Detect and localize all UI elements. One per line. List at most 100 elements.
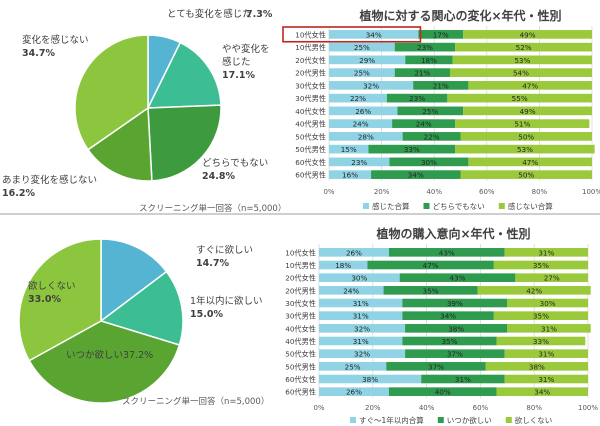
legend-swatch — [505, 417, 512, 423]
data-label: 22% — [350, 94, 366, 103]
bar-segment — [493, 260, 588, 270]
data-label: 49% — [520, 107, 536, 116]
pie-label: 変化を感じない — [22, 34, 89, 46]
bar-segment — [477, 286, 591, 295]
legend-swatch — [350, 417, 356, 423]
legend-label: 欲しくない — [515, 415, 553, 425]
bar-segment — [329, 106, 398, 116]
data-label: 35% — [441, 337, 457, 346]
data-label: 24% — [353, 120, 369, 129]
data-label: 34% — [440, 312, 456, 321]
bar-segment — [319, 374, 422, 384]
bar-segment — [421, 374, 505, 384]
chart-note: スクリーニング単一回答（n=5,000） — [139, 203, 286, 214]
legend-label: どちらでもない — [433, 202, 485, 211]
x-tick-label: 0% — [313, 404, 324, 412]
data-label: 18% — [421, 56, 437, 65]
data-label: 25% — [354, 43, 370, 52]
data-label: 22% — [424, 132, 440, 141]
pie-value-label: 14.7% — [196, 258, 229, 269]
data-label: 38% — [362, 375, 378, 384]
bar-segment — [319, 286, 384, 295]
y-category-label: 60代女性 — [285, 375, 316, 384]
data-label: 33% — [404, 145, 420, 154]
data-label: 18% — [335, 261, 351, 270]
bar-segment — [402, 132, 461, 141]
y-category-label: 40代男性 — [285, 337, 316, 346]
y-category-label: 20代女性 — [285, 274, 316, 283]
bar-segment — [413, 81, 469, 90]
data-label: 25% — [345, 362, 361, 371]
bar-segment — [319, 387, 389, 396]
x-tick-label: 40% — [419, 404, 435, 412]
data-label: 34% — [366, 30, 382, 39]
data-label: 51% — [514, 120, 530, 129]
data-label: 32% — [363, 81, 379, 90]
bar-segment — [402, 311, 494, 320]
data-label: 16% — [342, 171, 358, 180]
pie-label: すぐに欲しい — [196, 244, 253, 256]
data-label: 38% — [529, 362, 545, 371]
data-label: 47% — [522, 81, 538, 90]
pie-slice — [146, 41, 222, 109]
pie-label: とても変化を感じた — [167, 8, 252, 20]
data-label: 32% — [354, 350, 370, 359]
x-tick-label: 80% — [532, 188, 548, 196]
x-tick-label: 100% — [578, 404, 598, 412]
data-label: 49% — [520, 30, 536, 39]
legend-label: 感じた合算 — [372, 201, 410, 211]
bar-segment — [368, 144, 456, 154]
bar-segment — [394, 68, 450, 77]
bar-segment — [485, 362, 588, 371]
data-label: 24% — [343, 286, 359, 295]
pie-slice — [100, 238, 168, 323]
x-tick-label: 20% — [365, 404, 381, 412]
data-label: 23% — [409, 94, 425, 103]
chart-title: 植物の購入意向×年代・性別 — [375, 226, 530, 241]
pie-value-label: 33.0% — [28, 294, 61, 305]
data-label: 23% — [417, 43, 433, 52]
bar-segment — [319, 311, 403, 320]
bar-segment — [319, 273, 400, 282]
data-label: 28% — [358, 132, 374, 141]
y-category-label: 60代男性 — [285, 388, 316, 397]
bar-segment — [447, 93, 592, 103]
bar-segment — [329, 55, 406, 65]
y-category-label: 40代女性 — [295, 107, 326, 116]
data-label: 21% — [433, 81, 449, 90]
y-category-label: 20代男性 — [285, 286, 316, 295]
data-label: 31% — [538, 350, 554, 359]
bar-segment — [405, 55, 453, 65]
pie-value-label: 17.1% — [222, 70, 255, 81]
data-label: 21% — [414, 69, 430, 78]
highlight-box — [282, 26, 422, 43]
data-label: 53% — [514, 56, 530, 65]
y-category-label: 30代女性 — [285, 299, 316, 308]
data-label: 30% — [540, 299, 556, 308]
bar-segment — [319, 336, 403, 346]
pie-label: どちらでもない — [202, 158, 268, 169]
data-label: 25% — [354, 69, 370, 78]
bar-segment — [468, 81, 592, 90]
y-category-label: 30代男性 — [295, 94, 326, 103]
y-category-label: 10代女性 — [295, 30, 326, 39]
y-category-label: 20代男性 — [295, 69, 326, 78]
bar-segment — [319, 260, 368, 270]
legend-label: すぐ〜1年以内合算 — [359, 415, 424, 425]
bar-segment — [319, 349, 406, 358]
data-label: 25% — [422, 107, 438, 116]
y-category-label: 10代男性 — [295, 43, 326, 52]
data-label: 31% — [455, 375, 471, 384]
pie-value-label: 15.0% — [190, 309, 223, 320]
data-label: 37% — [428, 362, 444, 371]
bar-segment — [329, 170, 372, 179]
pie-value-label: 24.8% — [202, 171, 235, 182]
legend-label: いつか欲しい — [447, 415, 492, 425]
data-label: 30% — [421, 158, 437, 167]
pie-label: やや変化を — [222, 43, 270, 55]
legend-swatch — [437, 417, 444, 423]
bar-segment — [507, 324, 591, 333]
data-label: 54% — [513, 69, 529, 78]
bar-segment — [504, 248, 588, 257]
